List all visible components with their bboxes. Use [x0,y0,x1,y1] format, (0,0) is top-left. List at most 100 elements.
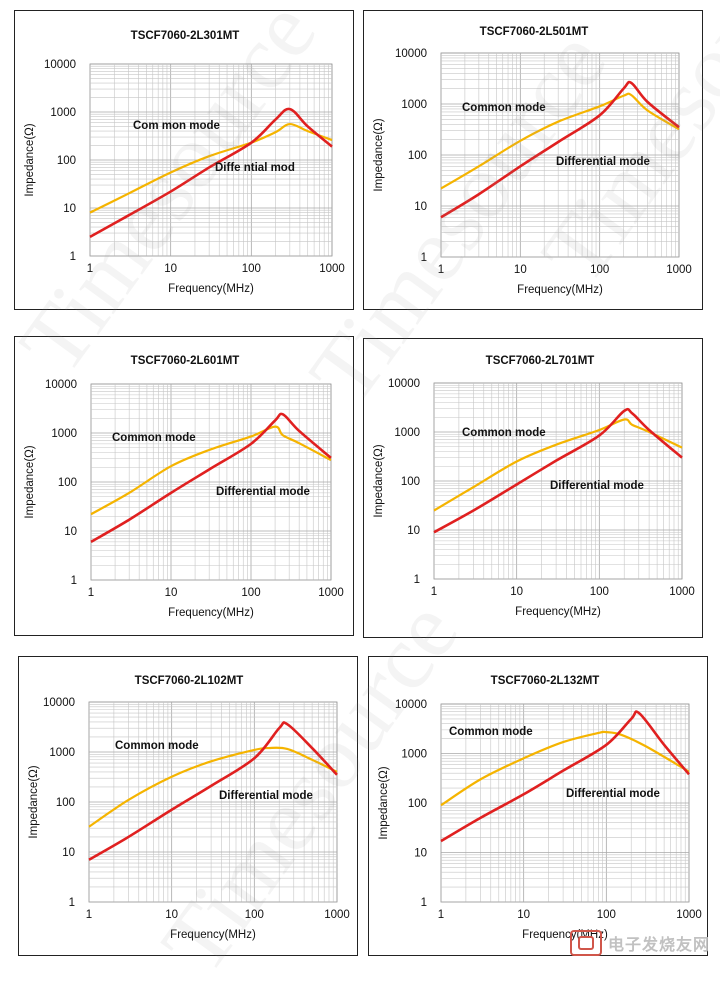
x-tick-label: 1000 [666,264,692,276]
y-tick-label: 100 [408,150,427,162]
chart-svg: TSCF7060-2L301MT 1 10 100 1000 10000 1 10 100 100… [24,30,345,295]
differential-mode-label: Differential mode [566,788,660,800]
x-tick-label: 1 [431,586,437,598]
y-tick-label: 10000 [388,378,420,390]
differential-mode-line [440,710,690,843]
x-axis-label: Frequency(MHz) [515,606,601,618]
differential-mode-line [89,107,333,239]
y-tick-label: 1 [414,574,420,586]
y-tick-label: 10000 [45,379,77,391]
chart-title: TSCF7060-2L701MT [486,355,595,367]
x-tick-label: 1000 [318,587,344,599]
chart-svg: TSCF7060-2L501MT 1 10 100 1000 10000 1 10 100 100… [373,26,692,296]
chart-title: TSCF7060-2L301MT [131,30,240,42]
differential-mode-label: Differential mode [216,486,310,498]
y-tick-label: 10 [62,847,75,859]
common-mode-label: Common mode [115,740,199,752]
chart-svg: TSCF7060-2L601MT 1 10 100 1000 10000 1 10 100 100… [24,355,344,619]
y-tick-label: 10 [414,848,427,860]
x-tick-label: 10 [165,909,178,921]
differential-mode-label: Differential mode [556,156,650,168]
y-tick-label: 1000 [394,427,420,439]
x-axis-label: Frequency(MHz) [517,284,603,296]
y-tick-label: 1 [421,252,427,264]
y-tick-label: 1000 [49,747,75,759]
y-tick-label: 10000 [395,699,427,711]
x-axis-label: Frequency(MHz) [168,607,254,619]
chart-title: TSCF7060-2L501MT [480,26,589,38]
common-mode-label: Common mode [449,726,533,738]
site-stamp: 电子发烧友网 [569,930,710,956]
x-tick-label: 1000 [319,263,345,275]
y-tick-label: 100 [57,155,76,167]
differential-mode-line [433,407,683,534]
common-mode-label: Common mode [462,102,546,114]
chart-panel-2l501mt: TSCF7060-2L501MT 1 10 100 1000 10000 1 10 100 100… [363,10,703,310]
chart-svg: TSCF7060-2L132MT 1 10 100 1000 10000 1 10 100 100… [378,675,702,941]
y-axis-label: Impedance(Ω) [24,445,36,518]
common-mode-label: Com mon mode [133,120,220,132]
common-mode-line [90,425,332,516]
x-tick-label: 10 [165,587,178,599]
x-tick-label: 100 [590,586,609,598]
common-mode-line [88,746,338,828]
x-axis-label: Frequency(MHz) [170,929,256,941]
y-tick-label: 10 [407,525,420,537]
chart-svg: TSCF7060-2L102MT 1 10 100 1000 10000 1 10 100 100… [28,675,350,941]
chart-panel-2l102mt: TSCF7060-2L102MT 1 10 100 1000 10000 1 10 100 100… [18,656,358,956]
y-axis-label: Impedance(Ω) [28,765,40,838]
y-tick-label: 100 [408,798,427,810]
chart-panel-2l701mt: TSCF7060-2L701MT 1 10 100 1000 10000 1 10 100 100… [363,338,703,638]
x-tick-label: 1 [86,909,92,921]
y-tick-label: 1000 [401,749,427,761]
differential-mode-label: Diffe ntial mod [215,162,295,174]
y-axis-label: Impedance(Ω) [24,123,36,196]
y-tick-label: 10000 [395,48,427,60]
y-axis-label: Impedance(Ω) [373,444,385,517]
x-tick-label: 1000 [676,909,702,921]
chart-panel-2l601mt: TSCF7060-2L601MT 1 10 100 1000 10000 1 10 100 100… [14,336,354,636]
x-tick-label: 10 [517,909,530,921]
y-axis-label: Impedance(Ω) [373,118,385,191]
x-tick-label: 10 [510,586,523,598]
y-tick-label: 1 [70,251,76,263]
common-mode-label: Common mode [462,427,546,439]
common-mode-label: Common mode [112,432,196,444]
y-tick-label: 1000 [50,107,76,119]
common-mode-line [440,730,690,807]
common-mode-line [433,418,683,512]
differential-mode-line [88,721,338,861]
common-mode-line [440,92,680,190]
differential-mode-line [90,412,332,543]
chart-title: TSCF7060-2L102MT [135,675,244,687]
x-tick-label: 1000 [324,909,350,921]
y-tick-label: 10 [414,201,427,213]
chart-panel-2l301mt: TSCF7060-2L301MT 1 10 100 1000 10000 1 10 100 100… [14,10,354,310]
y-tick-label: 100 [56,797,75,809]
y-tick-label: 1000 [401,99,427,111]
y-tick-label: 10 [64,526,77,538]
y-tick-label: 1 [71,575,77,587]
x-tick-label: 100 [245,909,264,921]
x-tick-label: 1 [438,264,444,276]
y-tick-label: 1 [69,897,75,909]
x-tick-label: 1000 [669,586,695,598]
x-tick-label: 100 [241,587,260,599]
y-tick-label: 10000 [43,697,75,709]
chart-title: TSCF7060-2L601MT [131,355,240,367]
site-logo-icon [569,930,602,956]
x-axis-label: Frequency(MHz) [168,283,254,295]
x-axis-label: Frequency(MHz) [522,929,608,941]
x-tick-label: 1 [438,909,444,921]
x-tick-label: 100 [590,264,609,276]
y-axis-label: Impedance(Ω) [378,766,390,839]
x-tick-label: 1 [88,587,94,599]
x-tick-label: 10 [164,263,177,275]
differential-mode-line [440,80,680,219]
chart-panel-2l132mt: TSCF7060-2L132MT 1 10 100 1000 10000 1 10 100 100… [368,656,708,956]
y-tick-label: 1000 [51,428,77,440]
differential-mode-label: Differential mode [219,790,313,802]
y-tick-label: 1 [421,897,427,909]
y-tick-label: 100 [58,477,77,489]
x-tick-label: 10 [514,264,527,276]
